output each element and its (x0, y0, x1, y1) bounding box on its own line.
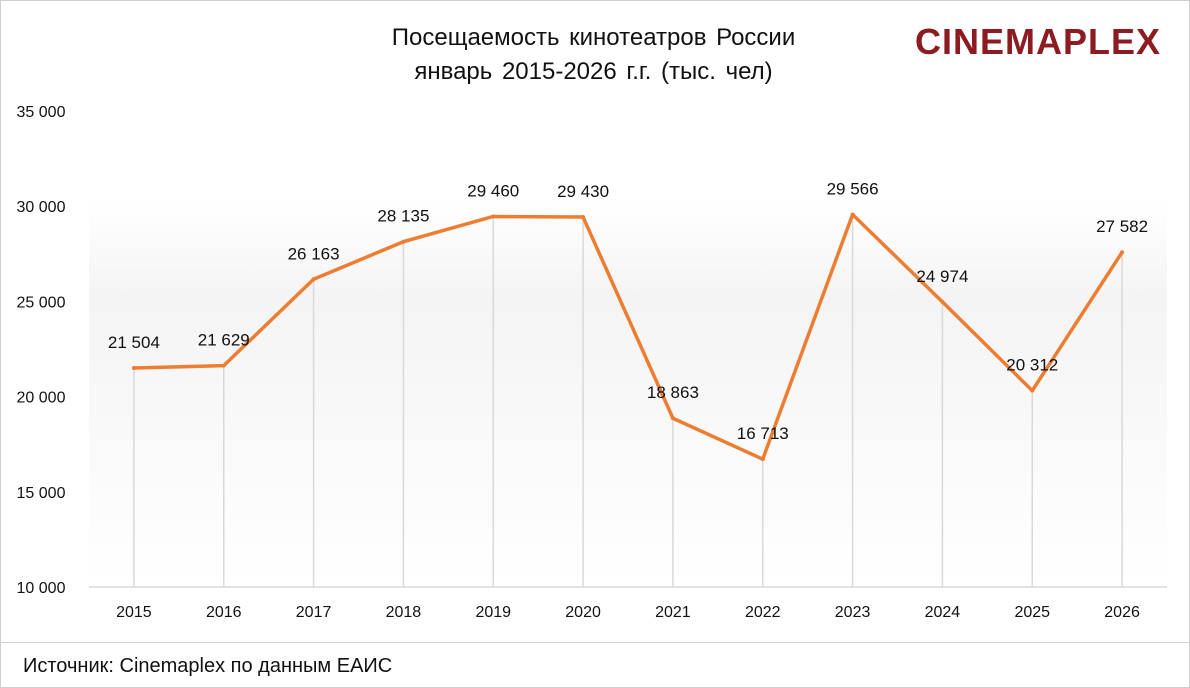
grid-lines (133, 214, 1123, 587)
data-point-2020 (581, 215, 586, 220)
x-tick-label-2025: 2025 (1014, 604, 1050, 621)
data-labels: 21 504 21 629 26 163 28 135 29 460 29 430 18 8… (108, 179, 1148, 443)
data-label-2019: 29 460 (467, 181, 519, 200)
x-tick-label-2018: 2018 (386, 604, 422, 621)
x-tick-label-2024: 2024 (925, 604, 961, 621)
data-label-2024: 24 974 (916, 267, 968, 286)
data-label-2017: 26 163 (288, 244, 340, 263)
y-tick-label: 35 000 (17, 104, 66, 121)
line-chart: 10 000 15 000 20 000 25 000 30 000 35 000 201… (17, 104, 1167, 621)
data-label-2021: 18 863 (647, 383, 699, 402)
x-axis: 2015 2016 2017 2018 2019 2020 2021 2022 2023 2024… (89, 586, 1167, 621)
y-tick-label: 20 000 (17, 390, 66, 407)
x-tick-label-2022: 2022 (745, 604, 781, 621)
chart-title-line1: Посещаемость кинотеатров России (391, 24, 796, 51)
data-point-2017 (311, 277, 316, 282)
logo-strong: CINEMA (914, 21, 1063, 62)
x-tick-label-2016: 2016 (206, 604, 242, 621)
source-bar: Источник: Cinemaplex по данным ЕАИС (1, 642, 1189, 687)
y-tick-label: 25 000 (17, 294, 66, 311)
data-label-2026: 27 582 (1096, 217, 1148, 236)
chart-title: Посещаемость кинотеатров России январь 2… (331, 21, 856, 89)
data-point-2023 (850, 212, 855, 217)
data-point-2025 (1030, 388, 1035, 393)
data-point-2015 (131, 365, 136, 370)
data-label-2015: 21 504 (108, 333, 160, 352)
plot-area-background (89, 201, 1167, 587)
data-point-2018 (401, 239, 406, 244)
y-tick-label: 15 000 (17, 485, 66, 502)
chart-title-line2: январь 2015-2026 г.г. (тыс. чел) (414, 58, 773, 85)
x-tick-label-2015: 2015 (116, 604, 152, 621)
x-tick-label-2020: 2020 (565, 604, 601, 621)
series-polyline (132, 212, 1124, 461)
x-tick-label-2023: 2023 (835, 604, 871, 621)
data-point-2022 (760, 457, 765, 462)
data-label-2016: 21 629 (198, 331, 250, 350)
x-tick-label-2021: 2021 (655, 604, 691, 621)
data-label-2023: 29 566 (827, 179, 879, 198)
y-tick-label: 30 000 (17, 199, 66, 216)
y-axis: 10 000 15 000 20 000 25 000 30 000 35 000 (17, 104, 66, 597)
series-line (131, 212, 1125, 462)
data-label-2025: 20 312 (1006, 356, 1058, 375)
x-tick-label-2017: 2017 (296, 604, 332, 621)
x-tick-label-2019: 2019 (475, 604, 511, 621)
data-label-2022: 16 713 (737, 424, 789, 443)
data-point-2016 (221, 363, 226, 368)
data-label-2018: 28 135 (377, 207, 429, 226)
source-text: Источник: Cinemaplex по данным ЕАИС (23, 655, 393, 677)
data-point-2019 (491, 214, 496, 219)
data-label-2020: 29 430 (557, 182, 609, 201)
y-tick-label: 10 000 (17, 580, 66, 597)
logo-light: PLEX (1062, 21, 1161, 62)
cinemaplex-logo: CINEMAPLEX (915, 19, 1161, 65)
data-point-2024 (940, 299, 945, 304)
data-point-2026 (1120, 250, 1125, 255)
x-tick-label-2026: 2026 (1104, 604, 1140, 621)
data-point-2021 (670, 416, 675, 421)
